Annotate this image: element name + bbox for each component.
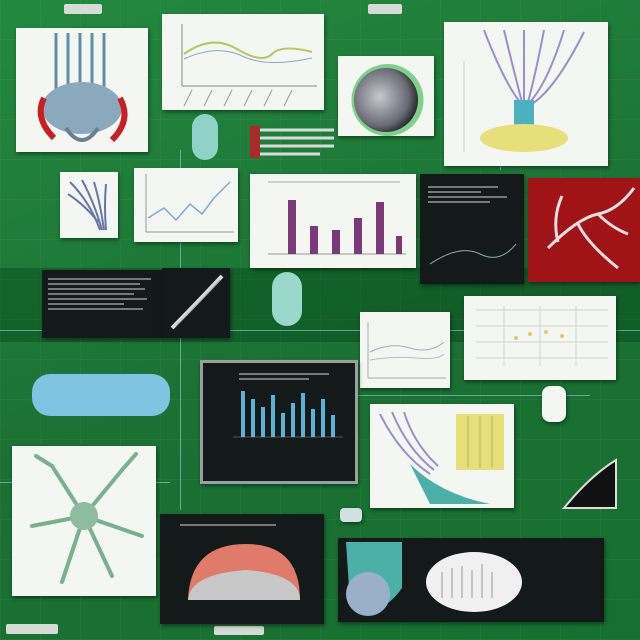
line-chart-icon xyxy=(145,174,234,233)
neuron-illustration xyxy=(12,446,156,596)
dark-data-screen xyxy=(420,174,524,284)
fibre-icon xyxy=(379,411,504,504)
screen-icon xyxy=(429,243,517,265)
grid-icon xyxy=(476,306,608,366)
feather-panel xyxy=(162,268,230,338)
scatter-icon xyxy=(367,322,446,379)
red-branch-panel xyxy=(528,178,640,282)
text-lines xyxy=(428,186,516,206)
monitor-bar-chart xyxy=(200,360,358,484)
text-lines xyxy=(180,524,300,529)
sphere-specimen xyxy=(338,56,434,136)
branch-icon xyxy=(546,187,636,270)
anatomy-illustration xyxy=(16,28,148,152)
line-chart-top xyxy=(162,14,324,110)
cable-icon xyxy=(250,126,334,158)
small-line-chart xyxy=(134,168,238,242)
cable-bundle xyxy=(250,124,336,160)
connector-line xyxy=(350,395,590,396)
teal-blob xyxy=(192,114,218,160)
dark-text-panel xyxy=(42,270,162,338)
organ-icon xyxy=(37,33,128,143)
bar-chart-purple xyxy=(250,174,416,268)
small-device xyxy=(340,508,362,522)
bottom-dark-panel xyxy=(338,538,604,622)
line-chart-icon xyxy=(181,24,317,107)
label-chip xyxy=(368,4,402,14)
tree-diagram xyxy=(444,22,608,166)
label-chip xyxy=(64,4,102,14)
coral-icon xyxy=(67,179,107,231)
text-lines xyxy=(239,373,339,383)
grid-chart xyxy=(464,296,616,380)
fibre-illustration xyxy=(370,404,514,508)
tree-icon xyxy=(463,29,585,152)
teal-specimen xyxy=(272,272,302,326)
text-lines xyxy=(48,278,156,313)
feather-icon xyxy=(170,274,224,330)
dome-icon xyxy=(188,544,300,600)
wedge-icon xyxy=(561,458,617,509)
dark-dome-panel xyxy=(160,514,324,624)
document-icon xyxy=(346,542,598,616)
sphere-icon xyxy=(351,64,424,136)
bar-chart-icon xyxy=(268,181,406,255)
coral-sketch xyxy=(60,172,118,238)
scatter-chart xyxy=(360,312,450,388)
connector-line xyxy=(0,330,640,331)
neuron-icon xyxy=(30,452,144,584)
small-gauge xyxy=(542,386,566,422)
monitor-icon xyxy=(233,391,343,438)
label-chip xyxy=(214,626,264,635)
blue-fibre-blob xyxy=(32,374,170,416)
label-chip xyxy=(6,624,58,634)
black-wedge xyxy=(560,456,620,512)
